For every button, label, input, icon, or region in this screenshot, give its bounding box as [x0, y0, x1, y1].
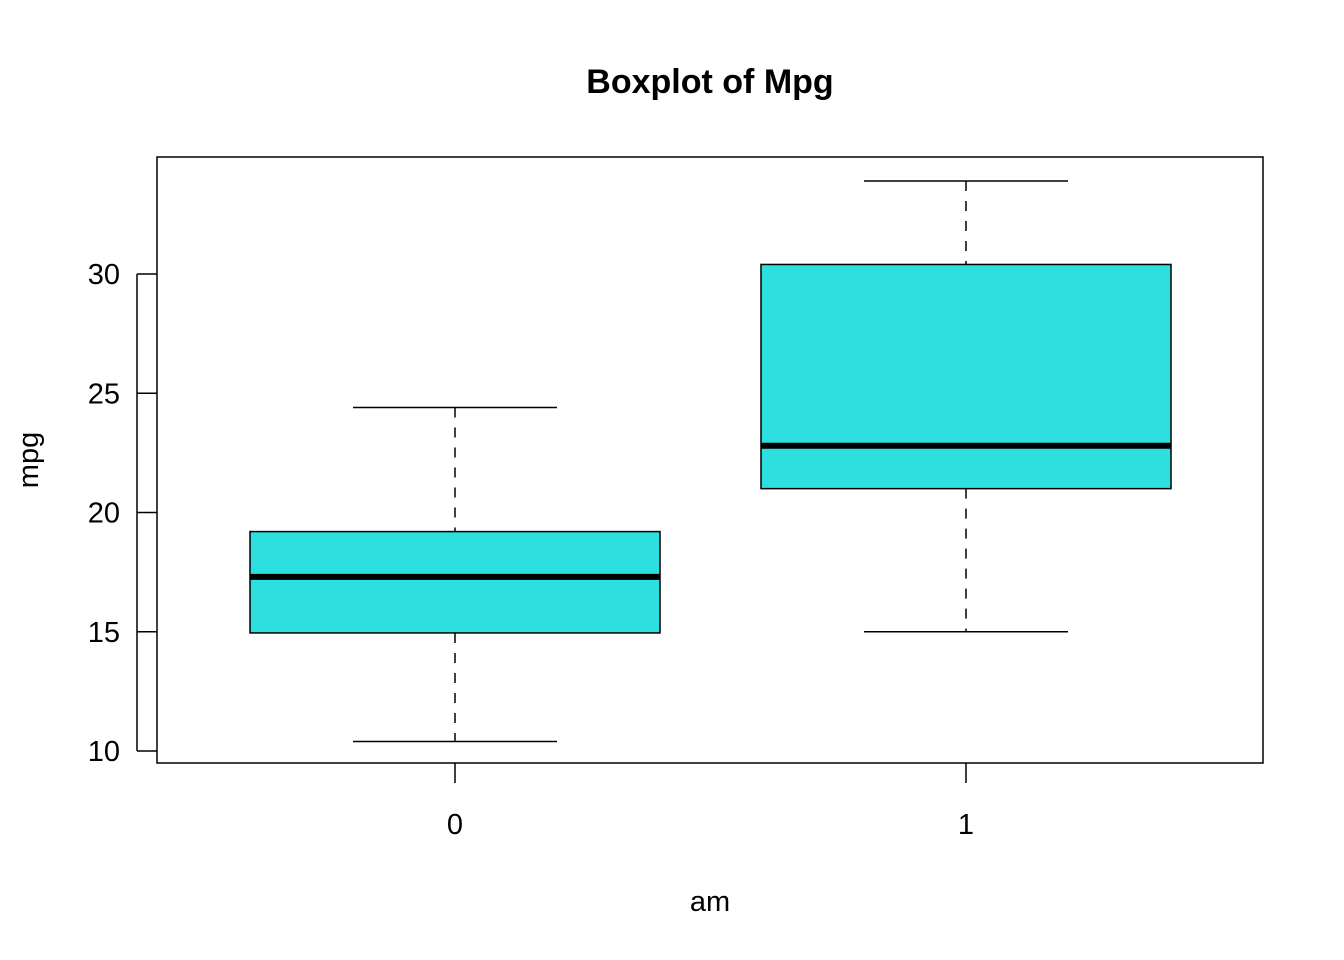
- y-tick-label-10: 10: [88, 736, 120, 768]
- y-axis-label: mpg: [13, 432, 45, 488]
- x-tick-label-0: 0: [447, 809, 463, 841]
- y-tick-label-15: 15: [88, 617, 120, 649]
- y-tick-label-25: 25: [88, 378, 120, 410]
- y-tick-label-30: 30: [88, 259, 120, 291]
- box-1: [760, 263, 1172, 490]
- y-tick-label-20: 20: [88, 498, 120, 530]
- chart-title: Boxplot of Mpg: [586, 63, 833, 101]
- box-group-0: [249, 406, 661, 743]
- y-axis: 10 15 20 25 30: [88, 259, 157, 768]
- box-0: [249, 530, 661, 634]
- box-group-1: [760, 180, 1172, 633]
- boxes-layer: [249, 180, 1172, 743]
- x-tick-label-1: 1: [958, 809, 974, 841]
- x-axis-label: am: [690, 886, 730, 918]
- plot-frame: [156, 156, 1264, 764]
